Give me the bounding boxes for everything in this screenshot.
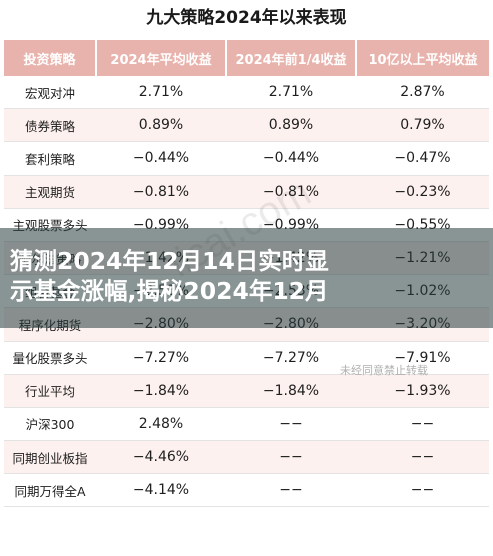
headline-line-1: 猜测2024年12月14日实时显 (10, 247, 329, 275)
strategy-name: 同期创业板指 (4, 440, 96, 475)
table-title: 九大策略2024年以来表现 (146, 8, 347, 28)
return-value: −− (356, 440, 489, 475)
return-value: 0.89% (96, 108, 226, 143)
return-value: −7.91% (356, 341, 489, 375)
table-row: 主观期货 −0.81% −0.81% −0.23% (4, 175, 489, 209)
headline-banner: 猜测2024年12月14日实时显 示基金涨幅,揭秘2024年12月 (0, 228, 493, 328)
return-value: 2.71% (96, 76, 226, 110)
return-value: −− (356, 407, 489, 442)
header-1b-avg: 10亿以上平均收益 (356, 40, 489, 76)
table-row: 沪深300 2.48% −− −− (4, 407, 489, 442)
return-value: −0.23% (356, 175, 489, 209)
table-row: 套利策略 −0.44% −0.44% −0.47% (4, 141, 489, 176)
return-value: −7.27% (96, 341, 226, 375)
return-value: −0.81% (226, 175, 356, 209)
header-strategy: 投资策略 (4, 40, 97, 76)
table-row: 债券策略 0.89% 0.89% 0.79% (4, 108, 489, 143)
return-value: −− (226, 440, 356, 475)
strategy-name: 行业平均 (4, 374, 96, 408)
return-value: −− (226, 473, 356, 508)
return-value: 2.71% (226, 76, 356, 110)
table-row: 同期创业板指 −4.46% −− −− (4, 440, 489, 475)
header-2024-q1: 2024年前1/4收益 (226, 40, 357, 76)
return-value: −4.14% (96, 473, 226, 508)
return-value: 0.89% (226, 108, 356, 143)
return-value: 2.87% (356, 76, 489, 110)
return-value: −0.44% (96, 141, 226, 176)
strategy-name: 宏观对冲 (4, 76, 96, 110)
strategy-name: 主观期货 (4, 175, 96, 209)
return-value: −1.93% (356, 374, 489, 408)
copyright-stamp: 未经同意禁止转载 (340, 364, 428, 377)
return-value: −1.84% (226, 374, 356, 408)
return-value: −− (226, 407, 356, 442)
return-value: −4.46% (96, 440, 226, 475)
table-row: 行业平均 −1.84% −1.84% −1.93% (4, 374, 489, 408)
return-value: 2.48% (96, 407, 226, 442)
return-value: −− (356, 473, 489, 508)
return-value: −0.81% (96, 175, 226, 209)
table-row: 量化股票多头 −7.27% −7.27% −7.91% (4, 341, 489, 375)
headline-line-2: 示基金涨幅,揭秘2024年12月 (10, 277, 329, 305)
strategy-name: 量化股票多头 (4, 341, 96, 375)
strategy-name: 套利策略 (4, 141, 96, 176)
return-value: −1.84% (96, 374, 226, 408)
strategy-name: 沪深300 (4, 407, 96, 442)
return-value: −7.27% (226, 341, 356, 375)
table-row: 同期万得全A −4.14% −− −− (4, 473, 489, 508)
return-value: −0.44% (226, 141, 356, 176)
strategy-name: 同期万得全A (4, 473, 96, 508)
return-value: −0.47% (356, 141, 489, 176)
return-value: 0.79% (356, 108, 489, 143)
strategy-name: 债券策略 (4, 108, 96, 143)
table-row: 宏观对冲 2.71% 2.71% 2.87% (4, 76, 489, 110)
header-2024-avg: 2024年平均收益 (96, 40, 227, 76)
header-row: 投资策略 2024年平均收益 2024年前1/4收益 10亿以上平均收益 (4, 40, 489, 76)
